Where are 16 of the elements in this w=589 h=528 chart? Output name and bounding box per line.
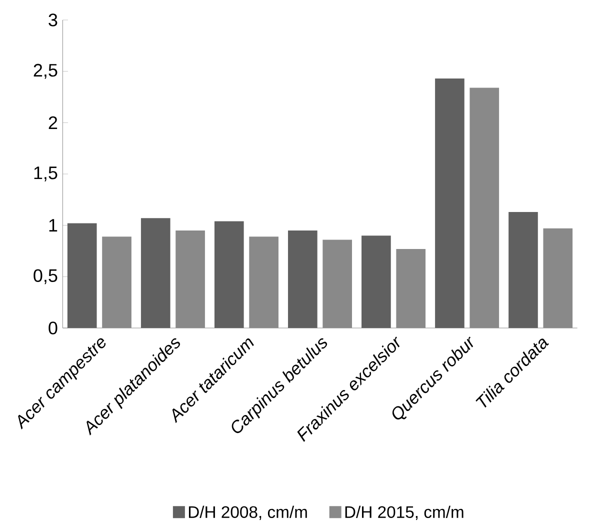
bar	[288, 230, 318, 328]
y-tick-label: 3	[48, 14, 58, 26]
bar	[508, 212, 538, 328]
y-tick-label: 2,5	[34, 64, 58, 79]
bar	[67, 223, 97, 328]
y-tick-label: 0	[48, 322, 58, 334]
y-tick-label: 1,5	[34, 166, 58, 182]
y-tick-label: 2	[48, 116, 58, 129]
bar	[435, 78, 464, 328]
bar	[362, 236, 391, 328]
y-tick-label: 0,5	[34, 269, 58, 284]
bar	[214, 221, 244, 328]
legend-label: D/H 2015, cm/m	[345, 506, 464, 520]
bar	[140, 218, 170, 328]
y-tick-label: 1	[49, 219, 58, 232]
legend-label: D/H 2008, cm/m	[188, 506, 307, 520]
